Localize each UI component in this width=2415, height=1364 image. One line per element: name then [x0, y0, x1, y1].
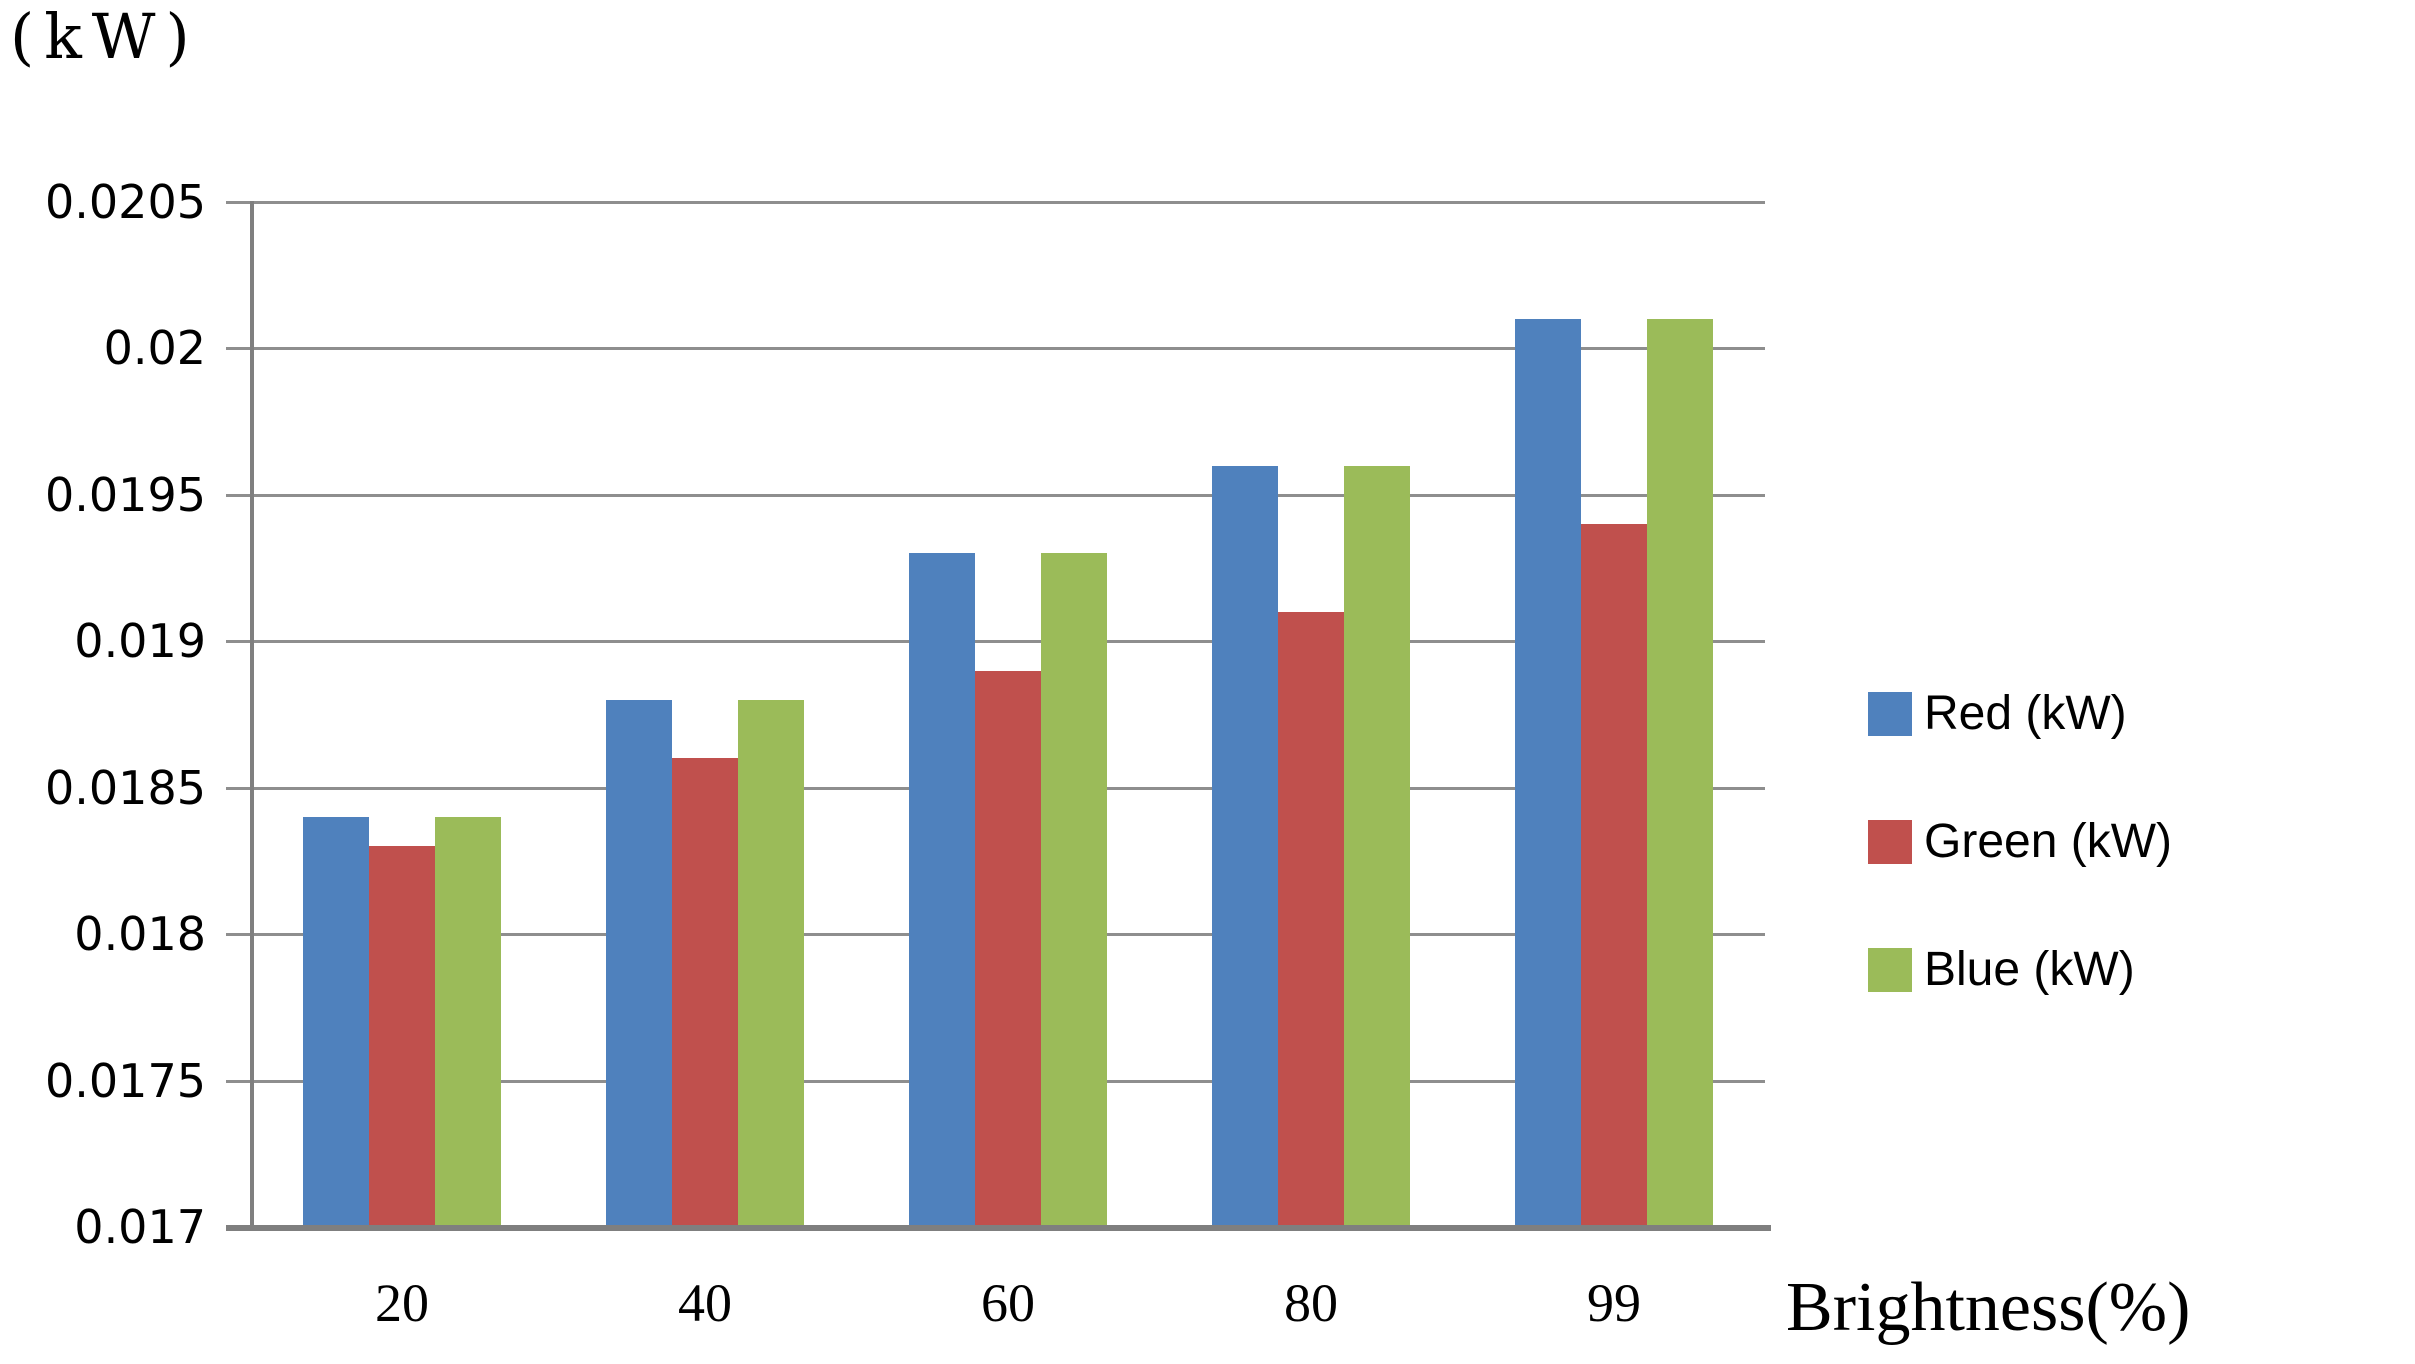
bar-green-kw-x20	[369, 846, 435, 1227]
bar-red-kw-x99	[1515, 319, 1581, 1227]
x-axis-line	[226, 1225, 1771, 1231]
bar-blue-kw-x60	[1041, 553, 1107, 1227]
y-tick-label: 0.0175	[45, 1053, 206, 1108]
y-tick-label: 0.0185	[45, 760, 206, 815]
bar-red-kw-x60	[909, 553, 975, 1227]
y-tick-label: 0.018	[74, 907, 206, 962]
legend-item: Red (kW)	[1868, 686, 2127, 741]
gridline	[226, 493, 1765, 497]
x-tick-label: 99	[1587, 1273, 1641, 1333]
y-tick-label: 0.0195	[45, 467, 206, 522]
y-axis-title: (kW)	[10, 0, 200, 73]
legend-item: Green (kW)	[1868, 814, 2172, 869]
bar-blue-kw-x99	[1647, 319, 1713, 1227]
gridline	[226, 640, 1765, 644]
x-tick-label: 60	[981, 1273, 1035, 1333]
bar-green-kw-x40	[672, 758, 738, 1227]
gridline	[226, 201, 1765, 204]
legend-swatch-icon	[1868, 819, 1912, 864]
y-tick-label: 0.0205	[45, 175, 206, 229]
bar-red-kw-x80	[1212, 466, 1278, 1227]
y-tick-label: 0.019	[74, 614, 206, 669]
legend-swatch-icon	[1868, 947, 1912, 992]
bar-red-kw-x20	[303, 817, 369, 1227]
bar-green-kw-x60	[975, 671, 1041, 1227]
legend-swatch-icon	[1868, 691, 1912, 736]
legend-label: Red (kW)	[1924, 687, 2127, 740]
bar-green-kw-x80	[1278, 612, 1344, 1227]
legend-item: Blue (kW)	[1868, 942, 2135, 997]
bar-green-kw-x99	[1581, 524, 1647, 1227]
y-axis-line	[250, 201, 254, 1229]
legend-label: Green (kW)	[1924, 815, 2173, 868]
x-tick-label: 40	[678, 1273, 732, 1333]
bar-blue-kw-x80	[1344, 466, 1410, 1227]
bar-blue-kw-x40	[738, 700, 804, 1227]
bar-red-kw-x40	[606, 700, 672, 1227]
gridline	[226, 347, 1765, 351]
x-axis-title: Brightness(%)	[1786, 1269, 2191, 1346]
bar-blue-kw-x20	[435, 817, 501, 1227]
y-tick-label: 0.017	[74, 1200, 206, 1254]
x-tick-label: 80	[1284, 1273, 1338, 1333]
legend-label: Blue (kW)	[1924, 943, 2135, 996]
y-tick-label: 0.02	[103, 321, 206, 376]
x-tick-label: 20	[375, 1273, 429, 1333]
